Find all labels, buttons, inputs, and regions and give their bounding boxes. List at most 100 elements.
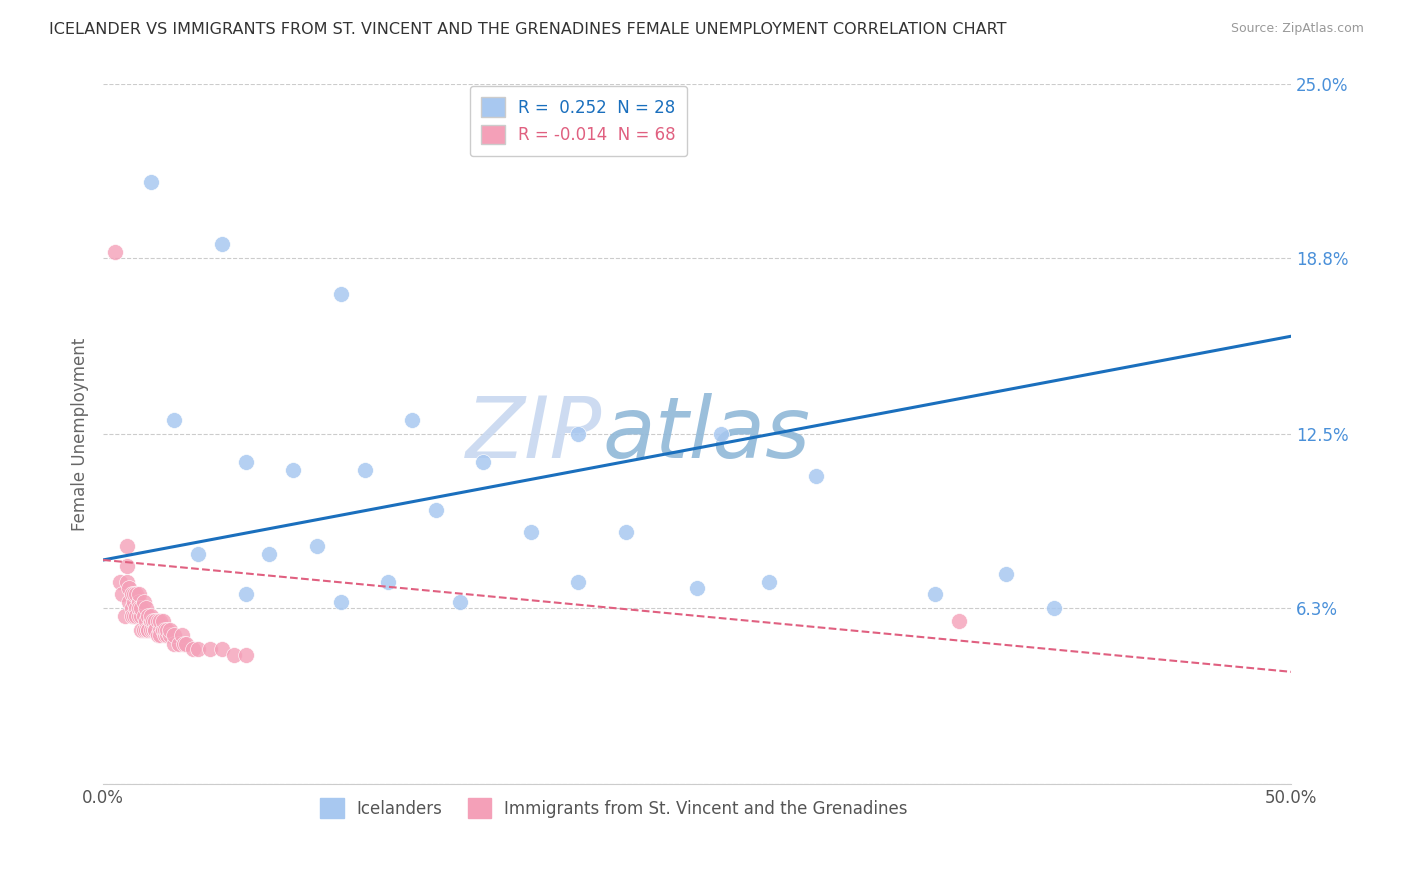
Point bbox=[163, 637, 186, 651]
Point bbox=[686, 581, 709, 595]
Text: atlas: atlas bbox=[602, 392, 810, 475]
Point bbox=[211, 236, 233, 251]
Point bbox=[235, 455, 257, 469]
Point bbox=[108, 575, 131, 590]
Point bbox=[153, 628, 176, 642]
Point bbox=[283, 463, 305, 477]
Point bbox=[132, 608, 155, 623]
Point bbox=[401, 413, 423, 427]
Point bbox=[804, 469, 827, 483]
Text: Source: ZipAtlas.com: Source: ZipAtlas.com bbox=[1230, 22, 1364, 36]
Point bbox=[145, 623, 167, 637]
Point bbox=[614, 524, 637, 539]
Point bbox=[128, 600, 150, 615]
Point bbox=[129, 608, 152, 623]
Point bbox=[449, 595, 471, 609]
Point bbox=[115, 539, 138, 553]
Point bbox=[305, 539, 328, 553]
Point bbox=[167, 637, 190, 651]
Point bbox=[149, 623, 172, 637]
Point bbox=[115, 575, 138, 590]
Point bbox=[149, 628, 172, 642]
Point bbox=[187, 547, 209, 561]
Point bbox=[139, 175, 162, 189]
Point bbox=[176, 637, 198, 651]
Point bbox=[924, 586, 946, 600]
Point bbox=[159, 628, 181, 642]
Point bbox=[135, 600, 157, 615]
Point bbox=[173, 637, 195, 651]
Point bbox=[142, 615, 165, 629]
Point bbox=[156, 628, 179, 642]
Point bbox=[118, 581, 141, 595]
Point bbox=[129, 623, 152, 637]
Point bbox=[115, 558, 138, 573]
Point bbox=[222, 648, 245, 662]
Point bbox=[122, 608, 145, 623]
Y-axis label: Female Unemployment: Female Unemployment bbox=[72, 337, 89, 531]
Point bbox=[122, 586, 145, 600]
Point bbox=[163, 413, 186, 427]
Point bbox=[1042, 600, 1064, 615]
Point bbox=[377, 575, 399, 590]
Point bbox=[132, 595, 155, 609]
Point bbox=[159, 623, 181, 637]
Point bbox=[156, 623, 179, 637]
Point bbox=[183, 642, 205, 657]
Point bbox=[259, 547, 281, 561]
Point bbox=[153, 623, 176, 637]
Point bbox=[142, 623, 165, 637]
Point bbox=[235, 648, 257, 662]
Point bbox=[128, 595, 150, 609]
Point bbox=[710, 427, 733, 442]
Point bbox=[198, 642, 221, 657]
Point bbox=[132, 623, 155, 637]
Point bbox=[136, 608, 159, 623]
Point bbox=[149, 615, 172, 629]
Point bbox=[129, 600, 152, 615]
Point bbox=[135, 615, 157, 629]
Point bbox=[121, 600, 143, 615]
Point bbox=[146, 615, 169, 629]
Point bbox=[145, 623, 167, 637]
Point bbox=[146, 628, 169, 642]
Point bbox=[139, 608, 162, 623]
Point bbox=[136, 623, 159, 637]
Legend: Icelanders, Immigrants from St. Vincent and the Grenadines: Icelanders, Immigrants from St. Vincent … bbox=[314, 792, 914, 824]
Point bbox=[145, 615, 167, 629]
Point bbox=[125, 600, 148, 615]
Point bbox=[170, 628, 193, 642]
Point bbox=[104, 245, 127, 260]
Text: ICELANDER VS IMMIGRANTS FROM ST. VINCENT AND THE GRENADINES FEMALE UNEMPLOYMENT : ICELANDER VS IMMIGRANTS FROM ST. VINCENT… bbox=[49, 22, 1007, 37]
Point bbox=[329, 595, 352, 609]
Point bbox=[211, 642, 233, 657]
Point bbox=[118, 595, 141, 609]
Point bbox=[235, 586, 257, 600]
Text: ZIP: ZIP bbox=[465, 392, 602, 475]
Point bbox=[121, 586, 143, 600]
Point bbox=[128, 608, 150, 623]
Point bbox=[139, 615, 162, 629]
Point bbox=[329, 287, 352, 301]
Point bbox=[128, 586, 150, 600]
Point bbox=[125, 586, 148, 600]
Point bbox=[122, 595, 145, 609]
Point bbox=[353, 463, 375, 477]
Point bbox=[425, 502, 447, 516]
Point bbox=[111, 586, 134, 600]
Point bbox=[948, 615, 970, 629]
Point bbox=[135, 623, 157, 637]
Point bbox=[163, 628, 186, 642]
Point bbox=[520, 524, 543, 539]
Point bbox=[995, 566, 1018, 581]
Point bbox=[139, 623, 162, 637]
Point bbox=[114, 608, 136, 623]
Point bbox=[152, 615, 174, 629]
Point bbox=[567, 427, 589, 442]
Point bbox=[758, 575, 780, 590]
Point bbox=[472, 455, 495, 469]
Point bbox=[121, 608, 143, 623]
Point bbox=[152, 623, 174, 637]
Point bbox=[567, 575, 589, 590]
Point bbox=[125, 608, 148, 623]
